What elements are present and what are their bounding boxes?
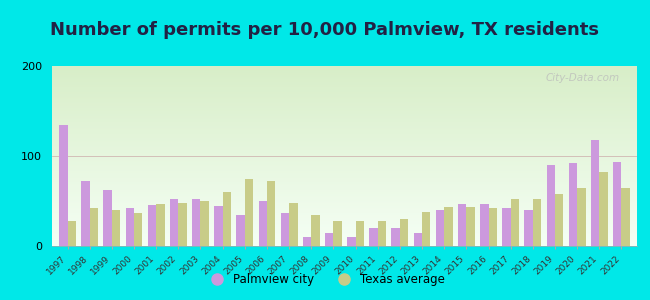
- Bar: [599, 172, 608, 246]
- Bar: [68, 221, 76, 246]
- Bar: [511, 199, 519, 246]
- Bar: [502, 208, 511, 246]
- Bar: [214, 206, 222, 246]
- Bar: [170, 199, 178, 246]
- Bar: [621, 188, 630, 246]
- Bar: [125, 208, 134, 246]
- Bar: [237, 214, 245, 246]
- Bar: [613, 162, 621, 246]
- Bar: [533, 199, 541, 246]
- Bar: [444, 207, 452, 246]
- Bar: [525, 210, 533, 246]
- Bar: [400, 219, 408, 246]
- Bar: [200, 201, 209, 246]
- Bar: [325, 232, 333, 246]
- Bar: [547, 165, 555, 246]
- Bar: [103, 190, 112, 246]
- Bar: [281, 213, 289, 246]
- Bar: [378, 221, 386, 246]
- Bar: [413, 232, 422, 246]
- Bar: [222, 192, 231, 246]
- Bar: [489, 208, 497, 246]
- Bar: [192, 199, 200, 246]
- Text: City-Data.com: City-Data.com: [545, 73, 619, 83]
- Bar: [267, 181, 276, 246]
- Bar: [59, 124, 68, 246]
- Bar: [259, 201, 267, 246]
- Bar: [311, 214, 320, 246]
- Bar: [436, 210, 444, 246]
- Bar: [178, 203, 187, 246]
- Bar: [555, 194, 564, 246]
- Bar: [467, 207, 474, 246]
- Bar: [333, 221, 342, 246]
- Bar: [347, 237, 356, 246]
- Bar: [391, 228, 400, 246]
- Bar: [303, 237, 311, 246]
- Bar: [480, 204, 489, 246]
- Bar: [112, 210, 120, 246]
- Bar: [134, 213, 142, 246]
- Bar: [422, 212, 430, 246]
- Legend: Palmview city, Texas average: Palmview city, Texas average: [200, 269, 450, 291]
- Bar: [577, 188, 586, 246]
- Bar: [569, 163, 577, 246]
- Bar: [591, 140, 599, 246]
- Text: Number of permits per 10,000 Palmview, TX residents: Number of permits per 10,000 Palmview, T…: [51, 21, 599, 39]
- Bar: [356, 221, 364, 246]
- Bar: [81, 181, 90, 246]
- Bar: [148, 205, 156, 246]
- Bar: [289, 203, 298, 246]
- Bar: [156, 204, 164, 246]
- Bar: [90, 208, 98, 246]
- Bar: [369, 228, 378, 246]
- Bar: [458, 204, 466, 246]
- Bar: [245, 178, 254, 246]
